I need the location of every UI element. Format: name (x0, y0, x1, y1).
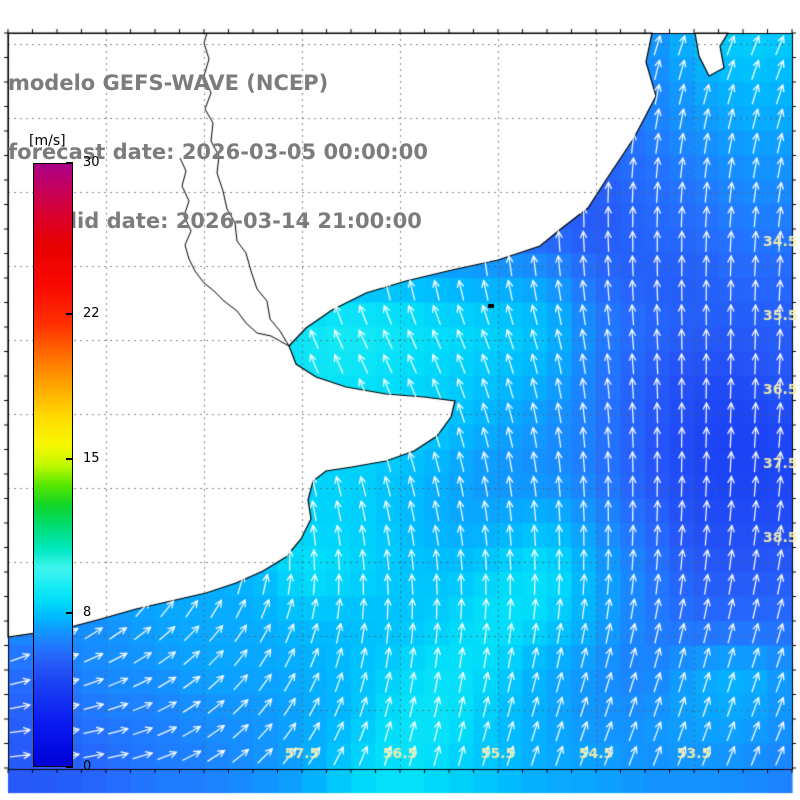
colorbar-gradient (33, 163, 73, 767)
colorbar: [m/s] 30 22 15 8 0 (29, 133, 100, 774)
colorbar-tick-label: 22 (83, 306, 100, 321)
colorbar-unit-label: [m/s] (29, 133, 66, 149)
colorbar-tick-mark (66, 766, 73, 768)
colorbar-tick-label: 15 (83, 450, 100, 466)
colorbar-tick-label: 0 (83, 759, 92, 774)
colorbar-tick-mark (66, 457, 73, 460)
colorbar-tick-mark (66, 162, 73, 164)
colorbar-tick-label: 8 (83, 604, 92, 620)
colorbar-tick-mark (66, 611, 73, 614)
colorbar-tick-mark (66, 313, 73, 315)
forecast-date-label: forecast date: 2026-03-05 00:00:00 (8, 140, 428, 164)
colorbar-tick-label: 30 (83, 155, 100, 170)
model-title: modelo GEFS-WAVE (NCEP) (8, 71, 329, 95)
plot-header: modelo GEFS-WAVE (NCEP) forecast date: 2… (8, 26, 428, 256)
